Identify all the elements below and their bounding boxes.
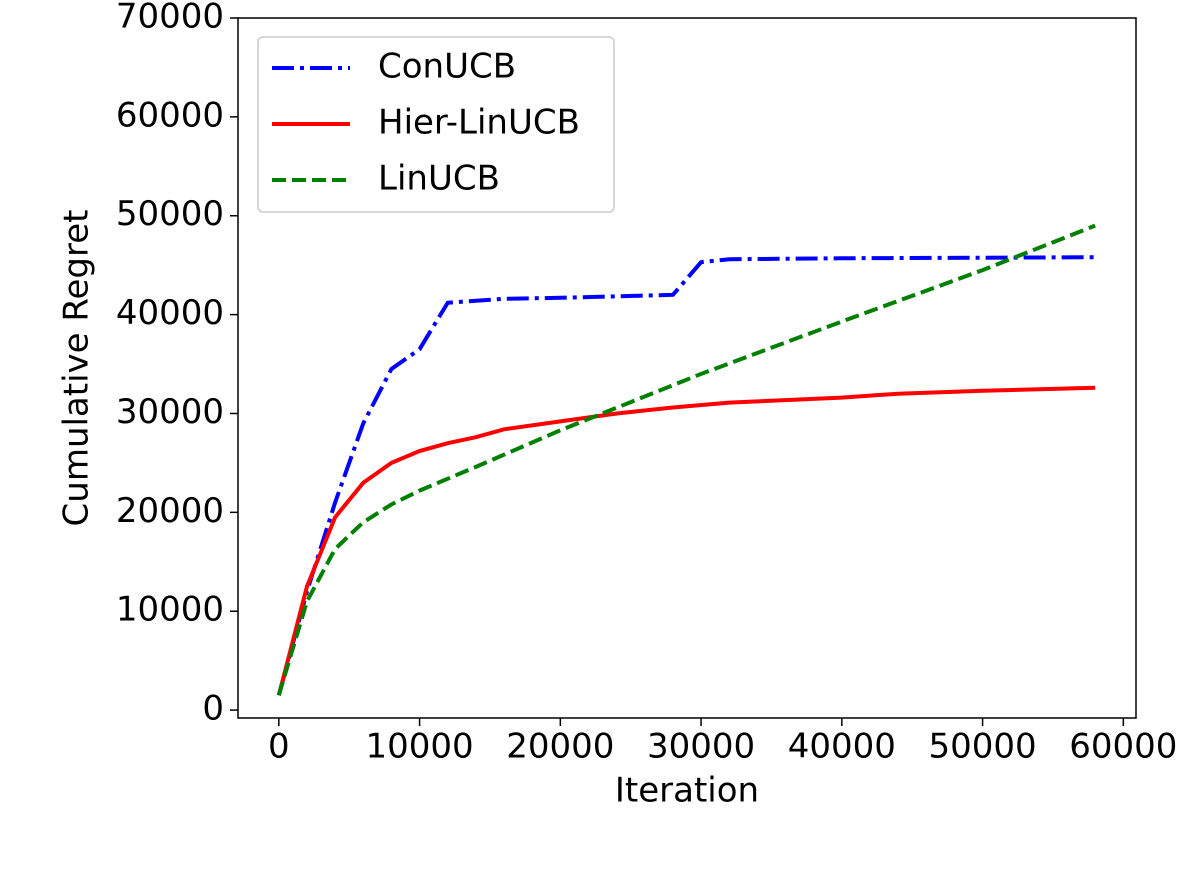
x-axis-label: Iteration [615, 771, 759, 811]
series-line [276, 223, 1096, 696]
legend-label: LinUCB [378, 159, 500, 199]
legend-box [257, 36, 615, 213]
series-line [276, 255, 1096, 696]
x-tick-label: 0 [268, 727, 290, 767]
y-tick-label: 10000 [116, 590, 224, 630]
y-tick-label: 50000 [116, 194, 224, 234]
x-tick-label: 50000 [928, 727, 1036, 767]
series-line [276, 385, 1096, 696]
y-tick-label: 0 [202, 689, 224, 729]
y-tick-label: 30000 [116, 392, 224, 432]
x-tick-label: 10000 [365, 727, 473, 767]
y-axis-label: Cumulative Regret [57, 210, 97, 527]
legend-label: Hier-LinUCB [378, 103, 580, 143]
plot-frame [237, 17, 1137, 719]
x-tick-label: 40000 [788, 727, 896, 767]
y-tick-label: 20000 [116, 491, 224, 531]
x-tick-label: 30000 [647, 727, 755, 767]
legend-label: ConUCB [378, 47, 516, 87]
y-tick-label: 70000 [116, 0, 224, 37]
y-tick-label: 40000 [116, 293, 224, 333]
x-tick-label: 20000 [506, 727, 614, 767]
x-tick-label: 60000 [1069, 727, 1177, 767]
y-tick-label: 60000 [116, 95, 224, 135]
